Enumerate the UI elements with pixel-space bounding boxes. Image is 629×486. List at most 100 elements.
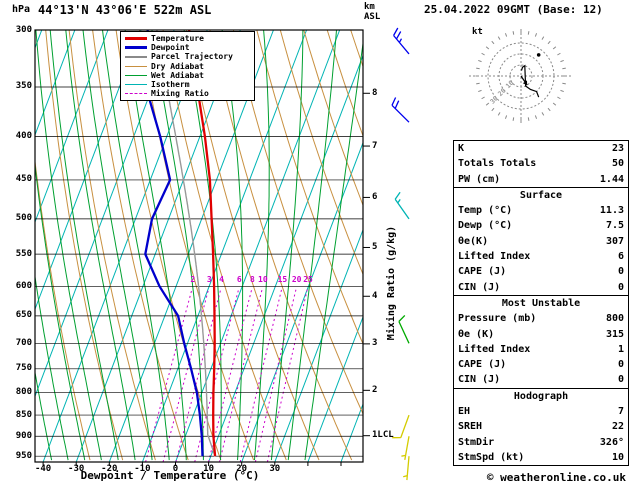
copyright-label: © weatheronline.co.uk	[486, 471, 626, 484]
hodograph-ring-tick	[485, 46, 490, 50]
legend-swatch	[125, 55, 147, 58]
hodograph-ring-tick	[476, 67, 480, 70]
table-cell-value: 11.3	[599, 205, 624, 217]
table-cell-label: StmDir	[458, 436, 495, 448]
hodograph-ring-tick	[562, 67, 566, 70]
table-section: Surface Temp (°C) 11.3 Dewp (°C) 7.5 θe(K) 307…	[454, 186, 628, 295]
hodograph-ring-tick	[497, 112, 501, 116]
legend-item: Wet Adiabat	[125, 71, 254, 80]
table-cell-value: 50	[611, 158, 624, 170]
temperature-tick-label: -30	[68, 464, 85, 474]
table-cell-label: θe(K)	[458, 235, 489, 247]
wind-barb	[398, 314, 410, 344]
hodograph-ring-tick	[557, 52, 561, 56]
xaxis-title: Dewpoint / Temperature (°C)	[80, 469, 260, 482]
hodograph-trace-end-dot	[536, 53, 541, 57]
table-cell-value: 1	[617, 343, 624, 355]
table-section-header: Most Unstable	[501, 297, 581, 309]
dewpoint-curve	[144, 30, 204, 457]
table-cell-label: CIN (J)	[458, 281, 501, 293]
mixing-ratio-value-label: 8	[250, 275, 255, 285]
hodograph-ring-tick	[504, 115, 508, 119]
legend-swatch	[125, 37, 147, 41]
table-row: StmSpd (kt) 10	[454, 450, 628, 465]
altitude-unit-asl: ASL	[364, 12, 381, 22]
temperature-axis-ticks	[42, 462, 342, 466]
wind-barb	[391, 97, 410, 123]
table-cell-label: StmSpd (kt)	[458, 451, 525, 463]
legend-swatch	[125, 93, 147, 95]
hodograph-ring-tick	[541, 112, 545, 116]
altitude-axis-ticks	[363, 92, 370, 437]
mixing-ratio-value-label: 20	[291, 275, 302, 285]
temperature-tick-label: -20	[101, 464, 118, 474]
mixing-ratio-lines	[145, 289, 308, 462]
temperature-tick-label: -40	[34, 464, 52, 474]
pressure-tick-label: 900	[15, 430, 32, 441]
mixing-ratio-value-label: 3	[206, 275, 212, 285]
table-row: Lifted Index 6	[454, 249, 628, 264]
table-cell-value: 0	[617, 281, 624, 293]
hodograph-ring-tick	[504, 33, 508, 37]
pressure-tick-label: 700	[15, 337, 32, 348]
hodograph-ring-tick	[547, 40, 551, 45]
legend-label: Wet Adiabat	[151, 70, 204, 80]
mixing-ratio-value-label: 4	[219, 275, 224, 285]
hodograph-ring-tick	[557, 96, 561, 100]
table-row: Pressure (mb) 800	[454, 311, 628, 326]
legend-item: Temperature	[125, 34, 254, 43]
pressure-tick-label: 600	[15, 280, 32, 291]
legend-item: Dewpoint	[125, 43, 254, 52]
station-title: 44°13'N 43°06'E 522m ASL	[38, 3, 212, 17]
table-cell-label: Lifted Index	[458, 343, 531, 355]
table-cell-label: Dewp (°C)	[458, 220, 513, 232]
km-tick-label: 4	[372, 290, 378, 301]
table-cell-value: 22	[611, 421, 624, 433]
hodograph-ring-tick	[491, 107, 495, 112]
temperature-tick-label: 20	[236, 464, 248, 474]
km-tick-label: 8	[372, 87, 378, 98]
mixing-ratio-value-label: 2	[190, 275, 196, 285]
legend-label: Mixing Ratio	[151, 89, 209, 99]
hodograph-ring-tick	[560, 89, 564, 93]
mixing-ratio-value-label: 6	[236, 275, 242, 285]
pressure-tick-label: 500	[15, 213, 32, 224]
altitude-axis-unit: km ASL	[364, 2, 380, 22]
legend-swatch	[125, 84, 147, 86]
table-cell-value: 7.5	[605, 220, 624, 232]
hodograph-ring-tick	[512, 117, 515, 121]
hodograph-ring-tick	[552, 102, 557, 106]
km-tick-label: 1LCL	[372, 430, 394, 441]
legend-item: Dry Adiabat	[125, 62, 254, 71]
mixing-ratio-value-label: 25	[303, 275, 313, 285]
table-row: Temp (°C) 11.3	[454, 203, 628, 218]
mixing-ratio-axis-title: Mixing Ratio (g/kg)	[386, 225, 397, 341]
hodograph-ring-label: 20	[496, 87, 507, 98]
temperature-tick-label: 30	[269, 464, 281, 474]
legend-item: Parcel Trajectory	[125, 52, 254, 61]
table-cell-value: 10	[611, 451, 624, 463]
table-row: StmDir 326°	[454, 435, 628, 450]
altitude-unit-km: km	[364, 2, 375, 12]
mixing-ratio-value-label: 15	[277, 275, 288, 285]
table-cell-value: 0	[617, 266, 624, 278]
mixing-ratio-value-label: 10	[258, 275, 268, 285]
hodograph-ring-tick	[478, 59, 482, 63]
table-cell-value: 7	[617, 406, 624, 418]
table-row: θe (K) 315	[454, 327, 628, 342]
table-cell-value: 6	[617, 251, 624, 263]
datetime-label: 25.04.2022 09GMT (Base: 12)	[424, 3, 603, 16]
pressure-tick-label: 650	[15, 310, 32, 321]
hodograph-ring-label: 10	[504, 79, 515, 90]
table-cell-value: 315	[605, 328, 624, 340]
legend-label: Temperature	[151, 34, 204, 44]
hodograph-ring-tick	[485, 102, 490, 106]
wind-barb	[393, 27, 410, 55]
km-tick-label: 3	[372, 338, 378, 349]
table-cell-value: 326°	[599, 436, 624, 448]
table-row: SREH 22	[454, 419, 628, 434]
km-tick-label: 5	[372, 241, 378, 252]
legend-label: Parcel Trajectory	[151, 52, 233, 62]
hodograph-ring-tick	[481, 96, 485, 100]
